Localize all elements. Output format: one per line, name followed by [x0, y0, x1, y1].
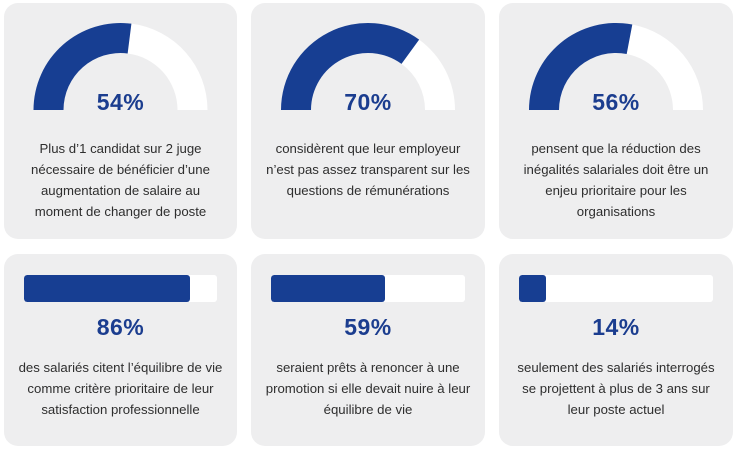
description-line: comme critère prioritaire de leur: [27, 381, 214, 396]
progress-bar-2: [271, 275, 465, 302]
description-line: seulement des salariés interrogés: [517, 360, 715, 375]
description-line: satisfaction professionnelle: [41, 402, 200, 417]
description-line: organisations: [576, 204, 656, 219]
description-line: promotion si elle devait nuire à leur: [265, 381, 471, 396]
stat-card-bar-2: 59% seraient prêts à renoncer à une prom…: [251, 254, 485, 446]
stat-card-bar-3: 14% seulement des salariés interrogés se…: [499, 254, 733, 446]
bar-percent-3: 14%: [592, 314, 640, 340]
bar-percent-2: 59%: [344, 314, 392, 340]
stat-card-gauge-1: 54% Plus d’1 candidat sur 2 juge nécessa…: [4, 3, 237, 239]
description-line: augmentation de salaire au: [40, 183, 201, 198]
description-line: équilibre de vie: [323, 402, 413, 417]
gauge-fill: [529, 22, 633, 110]
bar-description-1: des salariés citent l’équilibre de vie c…: [4, 357, 237, 420]
progress-bar-fill: [271, 275, 386, 302]
bar-percent-1: 86%: [96, 314, 145, 340]
description-line: moment de changer de poste: [34, 204, 207, 219]
description-line: enjeu prioritaire pour les: [545, 183, 687, 198]
description-line: inégalités salariales doit être un: [523, 162, 709, 177]
bar-description-2: seraient prêts à renoncer à une promotio…: [251, 357, 485, 420]
stat-card-bar-1: 86% des salariés citent l’équilibre de v…: [4, 254, 237, 446]
gauge-chart-3: [529, 22, 703, 111]
gauge-track: [626, 24, 703, 111]
gauge-fill: [33, 22, 132, 110]
gauge-track: [127, 23, 208, 111]
description-line: pensent que la réduction des: [531, 141, 701, 156]
description-line: nécessaire de bénéficier d’une: [31, 162, 210, 177]
description-line: se projettent à plus de 3 ans sur: [522, 381, 710, 396]
description-line: seraient prêts à renoncer à une: [276, 360, 460, 375]
gauge-percent-1: 54%: [96, 89, 145, 115]
progress-bar-1: [24, 275, 217, 302]
gauge-description-1: Plus d’1 candidat sur 2 juge nécessaire …: [4, 138, 237, 222]
gauge-description-2: considèrent que leur employeur n’est pas…: [251, 138, 485, 201]
progress-bar-fill: [24, 275, 190, 302]
progress-bar-3: [519, 275, 713, 302]
gauge-track: [401, 39, 455, 110]
gauge-description-3: pensent que la réduction des inégalités …: [499, 138, 733, 222]
bar-description-3: seulement des salariés interrogés se pro…: [499, 357, 733, 420]
description-line: considèrent que leur employeur: [275, 141, 461, 156]
description-line: n’est pas assez transparent sur les: [266, 162, 470, 177]
stat-card-gauge-3: 56% pensent que la réduction des inégali…: [499, 3, 733, 239]
description-line: des salariés citent l’équilibre de vie: [18, 360, 223, 375]
description-line: leur poste actuel: [567, 402, 665, 417]
gauge-chart-1: [33, 22, 208, 111]
gauge-chart-2: [281, 23, 455, 110]
description-line: Plus d’1 candidat sur 2 juge: [39, 141, 202, 156]
gauge-percent-2: 70%: [344, 89, 392, 115]
progress-bar-fill: [519, 275, 547, 302]
gauge-fill: [281, 23, 420, 110]
description-line: questions de rémunérations: [286, 183, 450, 198]
gauge-percent-3: 56%: [592, 89, 640, 115]
stat-card-gauge-2: 70% considèrent que leur employeur n’est…: [251, 3, 485, 239]
